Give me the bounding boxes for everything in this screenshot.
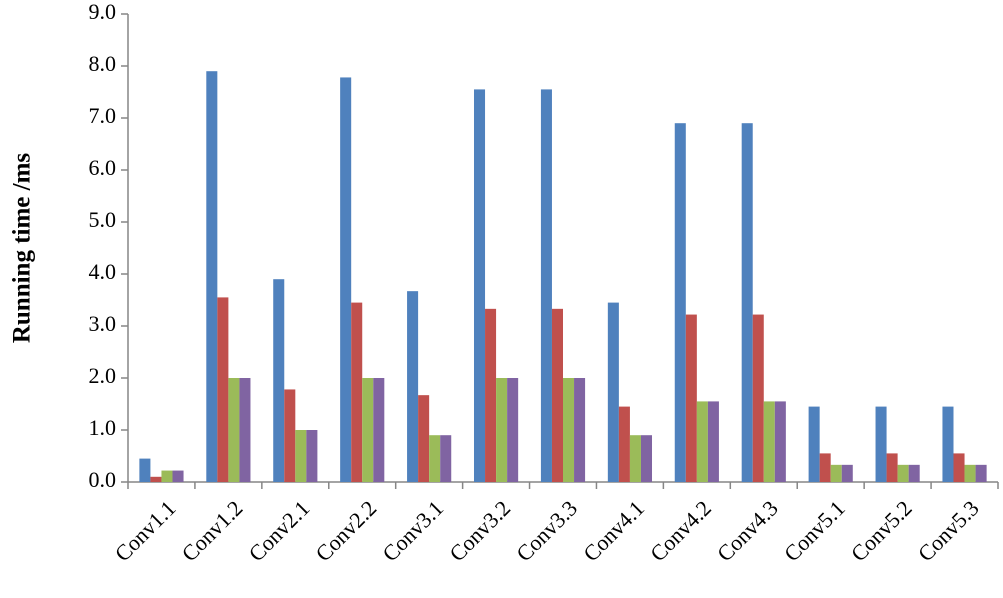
bar (629, 435, 641, 482)
bar (752, 314, 764, 482)
bar (964, 464, 976, 482)
bar (607, 302, 619, 482)
bar (897, 464, 909, 482)
bar (808, 406, 820, 482)
bar (273, 279, 285, 482)
bar (228, 378, 240, 482)
x-tick-label: Conv5.3 (913, 495, 984, 566)
bar (150, 476, 162, 482)
y-tick-label: 8.0 (89, 51, 117, 76)
bar (551, 308, 563, 482)
y-tick-label: 5.0 (89, 207, 117, 232)
bar (563, 378, 575, 482)
y-tick-label: 1.0 (89, 415, 117, 440)
x-tick-label: Conv4.2 (645, 495, 716, 566)
x-tick-label: Conv4.3 (712, 495, 783, 566)
bar (429, 435, 441, 482)
bar (942, 406, 954, 482)
bar (206, 71, 218, 482)
bar (774, 401, 786, 482)
bar (161, 470, 173, 482)
bar (841, 464, 853, 482)
bar (886, 453, 898, 482)
y-tick-label: 7.0 (89, 103, 117, 128)
bar (741, 123, 753, 482)
bar (306, 430, 318, 482)
bar (239, 378, 251, 482)
bar (362, 378, 374, 482)
y-tick-label: 6.0 (89, 155, 117, 180)
x-tick-label: Conv1.2 (177, 495, 248, 566)
x-tick-label: Conv3.2 (444, 495, 515, 566)
y-tick-label: 9.0 (89, 0, 117, 24)
bar (707, 401, 719, 482)
bar (139, 458, 151, 482)
y-tick-label: 2.0 (89, 363, 117, 388)
bar (819, 453, 831, 482)
x-tick-label: Conv3.1 (377, 495, 448, 566)
bar (953, 453, 965, 482)
bar (351, 302, 363, 482)
y-tick-label: 0.0 (89, 467, 117, 492)
y-tick-label: 4.0 (89, 259, 117, 284)
bar (674, 123, 686, 482)
bar (574, 378, 586, 482)
y-axis-label: Running time /ms (9, 153, 36, 344)
x-tick-label: Conv5.2 (846, 495, 917, 566)
bar (696, 401, 708, 482)
bar (284, 389, 296, 482)
bar (473, 89, 486, 483)
bar (908, 464, 920, 482)
bar (830, 464, 842, 482)
bar (640, 435, 653, 482)
x-tick-label: Conv1.1 (110, 495, 181, 566)
x-tick-label: Conv3.3 (511, 495, 582, 566)
bar (618, 406, 630, 482)
bar (373, 378, 385, 482)
bar (540, 89, 552, 483)
bar (172, 470, 184, 482)
bar (485, 308, 497, 482)
x-tick-label: Conv5.1 (779, 495, 850, 566)
bar (418, 395, 430, 482)
x-tick-label: Conv2.2 (310, 495, 381, 566)
bar (340, 77, 352, 482)
bar (975, 464, 987, 482)
bar (875, 406, 887, 482)
bar (440, 435, 452, 482)
bar (507, 378, 519, 482)
y-tick-label: 3.0 (89, 311, 117, 336)
bar (217, 297, 229, 482)
x-tick-label: Conv4.1 (578, 495, 649, 566)
x-tick-label: Conv2.1 (244, 495, 315, 566)
bar (496, 378, 508, 482)
bar (763, 401, 775, 482)
bar (295, 430, 307, 482)
bar (685, 314, 697, 482)
bar (407, 291, 419, 482)
